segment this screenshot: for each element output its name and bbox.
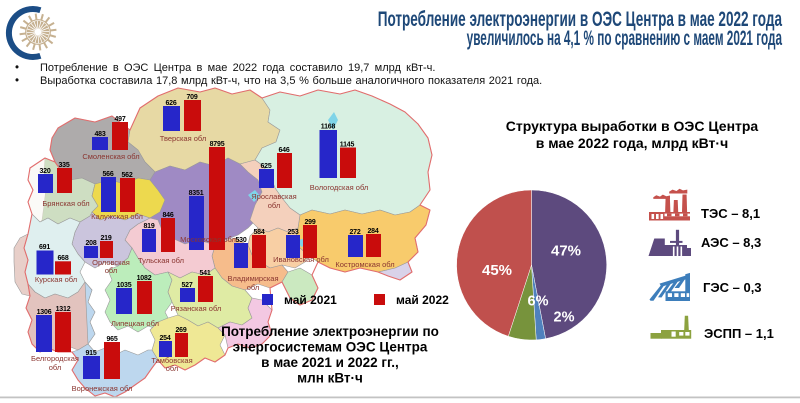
svg-text:625: 625 (260, 163, 271, 170)
svg-text:1168: 1168 (321, 124, 336, 131)
svg-text:Ивановская обл: Ивановская обл (273, 255, 329, 264)
svg-text:497: 497 (114, 116, 125, 123)
svg-text:646: 646 (278, 147, 289, 154)
svg-text:в мае 2022 года, млрд кВт·ч: в мае 2022 года, млрд кВт·ч (536, 135, 728, 151)
svg-text:1082: 1082 (137, 275, 152, 282)
svg-text:Московская обл: Московская обл (180, 235, 236, 244)
svg-text:Смоленская обл: Смоленская обл (82, 152, 139, 161)
svg-text:май 2021: май 2021 (284, 293, 337, 307)
svg-text:Тамбовская: Тамбовская (151, 356, 192, 365)
svg-text:Вологодская обл: Вологодская обл (310, 183, 369, 192)
svg-text:млн кВт·ч: млн кВт·ч (297, 371, 363, 386)
svg-text:269: 269 (175, 327, 186, 334)
svg-text:Воронежская обл: Воронежская обл (72, 384, 133, 393)
svg-text:обл: обл (268, 201, 281, 210)
svg-text:ЭСПП – 1,1: ЭСПП – 1,1 (704, 326, 774, 341)
svg-text:527: 527 (181, 282, 192, 289)
svg-text:Рязанская обл: Рязанская обл (171, 304, 222, 313)
svg-text:обл: обл (49, 363, 62, 372)
svg-text:Калужская обл: Калужская обл (91, 212, 143, 221)
svg-text:АЭС – 8,3: АЭС – 8,3 (701, 235, 761, 250)
svg-text:Потребление электроэнергии по: Потребление электроэнергии по (221, 324, 439, 339)
svg-text:626: 626 (165, 100, 176, 107)
svg-text:915: 915 (85, 350, 96, 357)
svg-text:483: 483 (94, 131, 105, 138)
svg-text:ГЭС – 0,3: ГЭС – 0,3 (703, 280, 762, 295)
svg-text:8795: 8795 (210, 141, 225, 148)
svg-text:691: 691 (39, 244, 50, 251)
svg-text:Тульская обл: Тульская обл (138, 256, 184, 265)
svg-text:Тверская обл: Тверская обл (160, 134, 207, 143)
svg-text:Костромская обл: Костромская обл (335, 260, 394, 269)
svg-text:819: 819 (143, 223, 154, 230)
svg-text:обл: обл (105, 266, 118, 275)
svg-text:Ярославская: Ярославская (251, 192, 296, 201)
svg-text:284: 284 (367, 228, 378, 235)
svg-text:254: 254 (159, 335, 170, 342)
svg-text:1145: 1145 (340, 142, 355, 149)
svg-text:в мае 2021 и 2022 гг.,: в мае 2021 и 2022 гг., (261, 355, 399, 370)
svg-text:ТЭС – 8,1: ТЭС – 8,1 (701, 206, 760, 221)
svg-text:Белгородская: Белгородская (31, 354, 79, 363)
svg-text:энергосистемам ОЭС Центра: энергосистемам ОЭС Центра (233, 340, 428, 355)
svg-text:47%: 47% (551, 243, 581, 260)
svg-text:Курская обл: Курская обл (35, 275, 77, 284)
svg-text:1035: 1035 (117, 282, 132, 289)
svg-text:обл: обл (247, 283, 260, 292)
svg-text:530: 530 (235, 237, 246, 244)
svg-text:Орловская: Орловская (92, 258, 130, 267)
svg-text:45%: 45% (482, 262, 512, 279)
svg-text:562: 562 (121, 172, 132, 179)
svg-text:584: 584 (253, 229, 264, 236)
svg-text:май 2022: май 2022 (396, 293, 449, 307)
svg-text:Структура выработки в ОЭС Цент: Структура выработки в ОЭС Центра (506, 118, 759, 134)
svg-text:299: 299 (304, 219, 315, 226)
svg-text:272: 272 (349, 229, 360, 236)
svg-text:566: 566 (102, 171, 113, 178)
svg-text:8351: 8351 (189, 190, 204, 197)
svg-text:6%: 6% (528, 294, 549, 310)
svg-text:2%: 2% (554, 310, 575, 326)
svg-text:Брянская обл: Брянская обл (42, 199, 89, 208)
svg-text:1312: 1312 (56, 306, 71, 313)
svg-text:Липецкая обл: Липецкая обл (111, 319, 159, 328)
svg-text:335: 335 (58, 162, 69, 169)
svg-text:709: 709 (186, 94, 197, 101)
svg-text:обл: обл (166, 364, 179, 373)
svg-text:541: 541 (199, 270, 210, 277)
svg-text:219: 219 (100, 235, 111, 242)
svg-text:253: 253 (287, 229, 298, 236)
svg-text:320: 320 (39, 168, 50, 175)
svg-text:Владимирская: Владимирская (227, 274, 278, 283)
svg-text:965: 965 (106, 336, 117, 343)
svg-text:1306: 1306 (37, 309, 52, 316)
svg-text:208: 208 (85, 240, 96, 247)
svg-text:668: 668 (57, 255, 68, 262)
svg-text:846: 846 (162, 212, 173, 219)
